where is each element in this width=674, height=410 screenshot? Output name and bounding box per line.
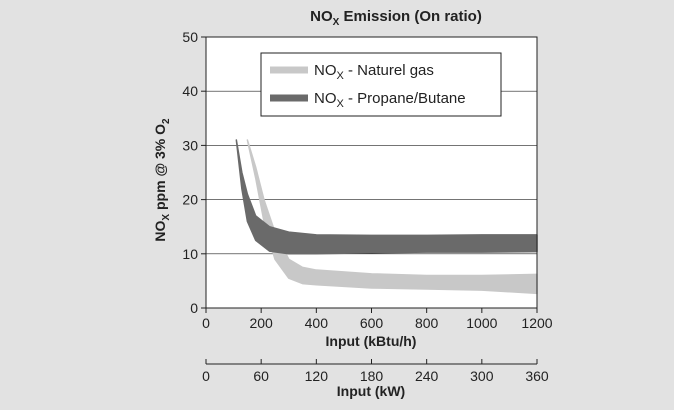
x-tick-label-1200: 1200 xyxy=(521,315,552,331)
legend-label-naturel-gas-part2: - Naturel gas xyxy=(344,62,434,79)
x2-tick-label-0: 0 xyxy=(202,368,210,384)
x-tick-label-400: 400 xyxy=(305,315,329,331)
legend-label-naturel-gas-subscript: X xyxy=(337,70,345,82)
chart-title-rest: Emission (On ratio) xyxy=(339,8,482,25)
legend: NOX - Naturel gas NOX - Propane/Butane xyxy=(260,52,502,117)
x2-tick-label-60: 60 xyxy=(253,368,269,384)
legend-label-propane-butane: NOX - Propane/Butane xyxy=(314,90,466,110)
x-tick-label-1000: 1000 xyxy=(466,315,497,331)
x-tick-label-800: 800 xyxy=(415,315,439,331)
x-tick-label-600: 600 xyxy=(360,315,384,331)
y-tick-label-20: 20 xyxy=(182,192,198,208)
x2-tick-label-180: 180 xyxy=(360,368,384,384)
legend-box xyxy=(260,52,502,117)
chart-title: NOX Emission (On ratio) xyxy=(310,8,482,28)
y-tick-label-10: 10 xyxy=(182,246,198,262)
y-axis-ticks: 0 10 20 30 40 50 xyxy=(182,29,206,316)
y-tick-label-0: 0 xyxy=(190,300,198,316)
y-axis-title-subscript1: X xyxy=(161,214,172,221)
x-axis-ticks: 0 200 400 600 800 1000 1200 xyxy=(202,308,553,331)
y-tick-label-50: 50 xyxy=(182,29,198,45)
legend-label-propane-butane-part1: NO xyxy=(314,90,337,107)
x-tick-label-0: 0 xyxy=(202,315,210,331)
x2-tick-label-120: 120 xyxy=(305,368,329,384)
x-axis-title: Input (kBtu/h) xyxy=(326,333,417,349)
chart-title-subscript: X xyxy=(333,17,340,28)
x2-tick-label-240: 240 xyxy=(415,368,439,384)
secondary-x-axis-ticks: 0 60 120 180 240 300 360 xyxy=(202,359,549,384)
secondary-x-axis-title: Input (kW) xyxy=(337,383,405,399)
x2-tick-label-300: 300 xyxy=(470,368,494,384)
y-tick-label-30: 30 xyxy=(182,137,198,153)
y-axis-title: NOX ppm @ 3% O2 xyxy=(152,118,172,242)
y-axis-title-subscript2: 2 xyxy=(161,118,172,124)
x2-tick-label-360: 360 xyxy=(525,368,549,384)
legend-label-naturel-gas-part1: NO xyxy=(314,62,337,79)
chart-title-main: NO xyxy=(310,8,333,25)
legend-label-propane-butane-subscript: X xyxy=(337,98,345,110)
legend-label-naturel-gas: NOX - Naturel gas xyxy=(314,62,434,82)
y-tick-label-40: 40 xyxy=(182,83,198,99)
y-axis-title-part1: NO xyxy=(152,220,168,241)
x-tick-label-200: 200 xyxy=(249,315,273,331)
y-axis-title-part2: ppm @ 3% O xyxy=(152,124,168,214)
legend-label-propane-butane-part2: - Propane/Butane xyxy=(344,90,466,107)
